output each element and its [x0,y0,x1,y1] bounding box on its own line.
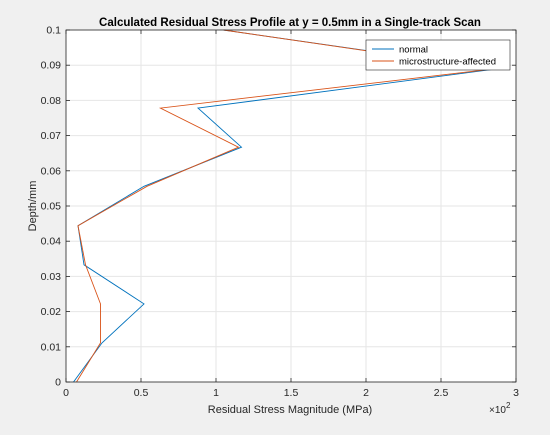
y-tick-label: 0.01 [41,341,62,353]
x-tick-label: 0.5 [134,387,149,399]
x-multiplier-base: ×10 [489,405,506,416]
x-multiplier-exponent: 2 [506,401,511,410]
y-tick-label: 0.07 [41,130,62,142]
y-tick-label: 0.1 [46,25,61,37]
x-axis-label: Residual Stress Magnitude (MPa) [208,404,372,416]
y-tick-label: 0.02 [41,306,62,318]
y-tick-label: 0.03 [41,271,62,283]
x-tick-label: 1.5 [284,387,299,399]
legend-label: normal [399,45,428,56]
chart-title: Calculated Residual Stress Profile at y … [99,17,481,29]
x-tick-label: 0 [63,387,69,399]
legend-label: microstructure-affected [399,57,496,68]
x-tick-label: 2.5 [434,387,449,399]
y-axis-label: Depth/mm [27,181,39,232]
x-tick-label: 3 [513,387,519,399]
y-tick-label: 0 [55,377,61,389]
x-multiplier: ×102 [489,401,511,416]
y-tick-label: 0.08 [41,95,62,107]
y-tick-label: 0.06 [41,165,62,177]
x-tick-label: 2 [363,387,369,399]
y-tick-label: 0.05 [41,201,62,213]
y-tick-label: 0.04 [41,236,62,248]
y-tick-label: 0.09 [41,60,62,72]
x-tick-label: 1 [213,387,219,399]
